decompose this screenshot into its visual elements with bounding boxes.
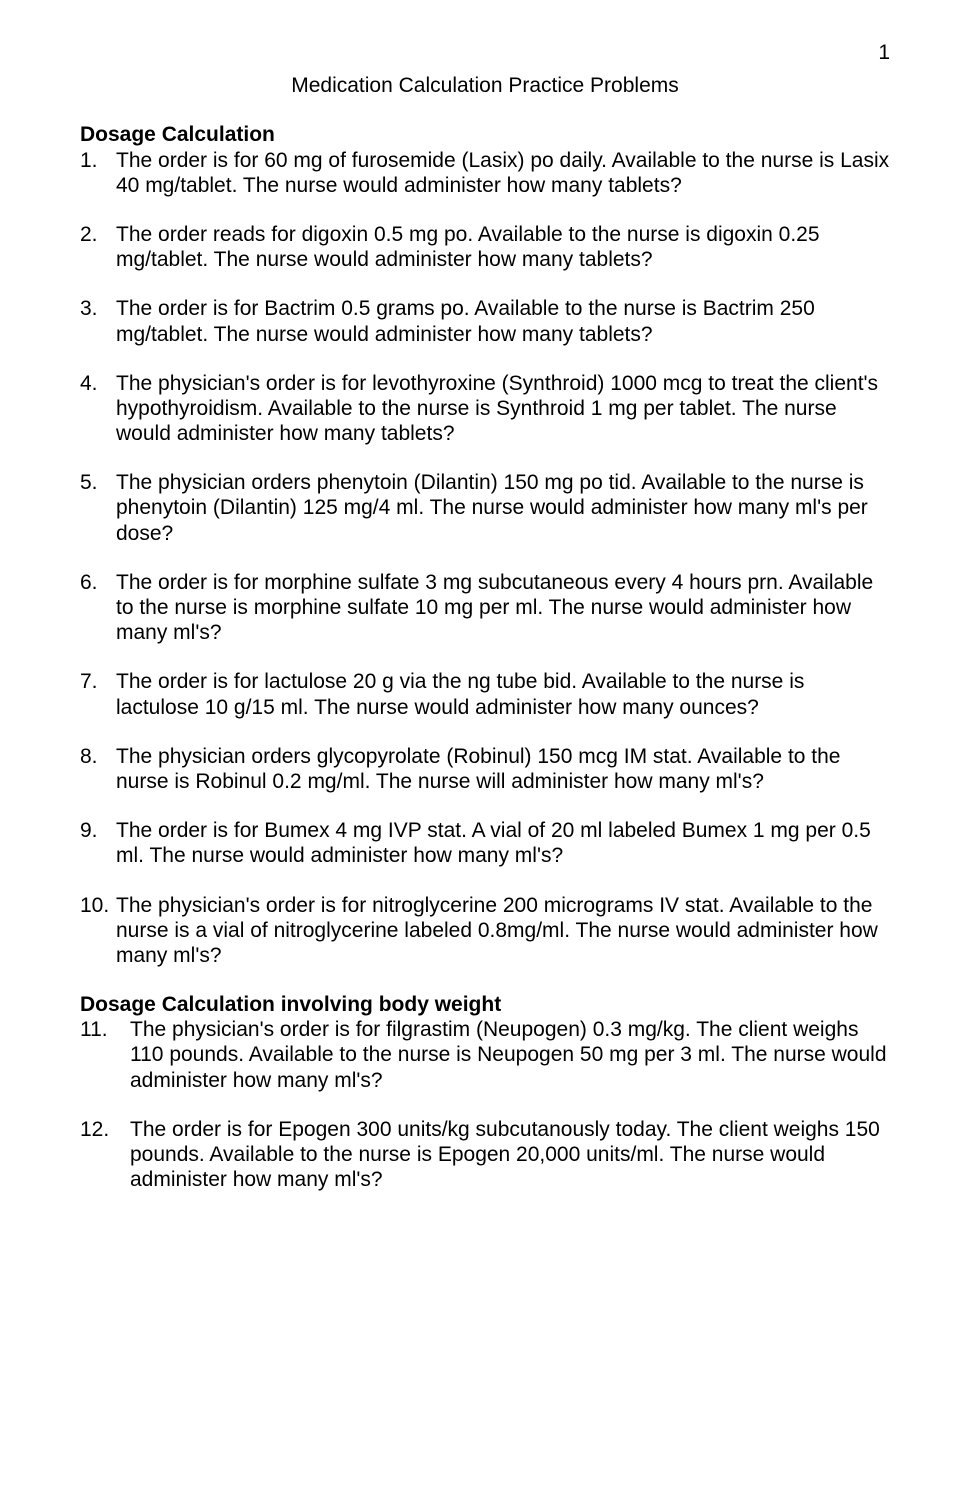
question-7: 7. The order is for lactulose 20 g via t… — [80, 669, 890, 719]
question-3: 3. The order is for Bactrim 0.5 grams po… — [80, 296, 890, 346]
question-text: The order is for morphine sulfate 3 mg s… — [116, 570, 890, 646]
question-number: 7. — [80, 669, 116, 719]
section-heading-body-weight: Dosage Calculation involving body weight — [80, 992, 890, 1017]
document-title: Medication Calculation Practice Problems — [80, 73, 890, 98]
section-heading-dosage: Dosage Calculation — [80, 122, 890, 147]
question-1: 1. The order is for 60 mg of furosemide … — [80, 148, 890, 198]
question-text: The physician's order is for levothyroxi… — [116, 371, 890, 447]
question-11: 11. The physician's order is for filgras… — [80, 1017, 890, 1093]
question-text: The physician's order is for filgrastim … — [130, 1017, 890, 1093]
question-number: 9. — [80, 818, 116, 868]
question-number: 12. — [80, 1117, 130, 1193]
question-4: 4. The physician's order is for levothyr… — [80, 371, 890, 447]
question-text: The physician's order is for nitroglycer… — [116, 893, 890, 969]
question-text: The physician orders glycopyrolate (Robi… — [116, 744, 890, 794]
question-text: The order is for Bactrim 0.5 grams po. A… — [116, 296, 890, 346]
question-number: 2. — [80, 222, 116, 272]
question-number: 10. — [80, 893, 116, 969]
question-12: 12. The order is for Epogen 300 units/kg… — [80, 1117, 890, 1193]
question-10: 10. The physician's order is for nitrogl… — [80, 893, 890, 969]
question-9: 9. The order is for Bumex 4 mg IVP stat.… — [80, 818, 890, 868]
question-number: 3. — [80, 296, 116, 346]
question-number: 4. — [80, 371, 116, 447]
question-number: 1. — [80, 148, 116, 198]
page-number: 1 — [80, 40, 890, 65]
question-number: 11. — [80, 1017, 130, 1093]
question-5: 5. The physician orders phenytoin (Dilan… — [80, 470, 890, 546]
question-2: 2. The order reads for digoxin 0.5 mg po… — [80, 222, 890, 272]
question-text: The physician orders phenytoin (Dilantin… — [116, 470, 890, 546]
question-8: 8. The physician orders glycopyrolate (R… — [80, 744, 890, 794]
question-text: The order is for Bumex 4 mg IVP stat. A … — [116, 818, 890, 868]
question-number: 6. — [80, 570, 116, 646]
question-number: 5. — [80, 470, 116, 546]
question-text: The order reads for digoxin 0.5 mg po. A… — [116, 222, 890, 272]
question-text: The order is for Epogen 300 units/kg sub… — [130, 1117, 890, 1193]
question-number: 8. — [80, 744, 116, 794]
question-6: 6. The order is for morphine sulfate 3 m… — [80, 570, 890, 646]
question-text: The order is for 60 mg of furosemide (La… — [116, 148, 890, 198]
question-text: The order is for lactulose 20 g via the … — [116, 669, 890, 719]
